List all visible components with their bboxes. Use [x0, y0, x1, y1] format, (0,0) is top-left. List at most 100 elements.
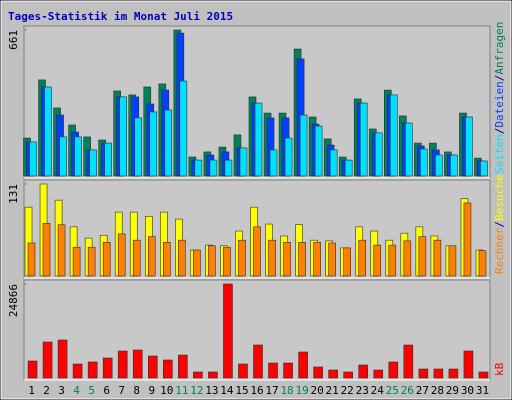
- bar: [405, 122, 413, 177]
- bar: [87, 361, 98, 379]
- y-tick-label: 661: [7, 30, 20, 50]
- x-tick-label: 20: [311, 384, 324, 397]
- x-tick-label: 18: [280, 384, 293, 397]
- x-tick-label: 3: [58, 384, 65, 397]
- legend: kB: [493, 362, 506, 376]
- bar: [448, 368, 459, 379]
- bar: [298, 351, 308, 379]
- bar: [433, 368, 444, 379]
- bar: [465, 116, 473, 177]
- x-tick-label: 30: [461, 384, 474, 397]
- bar: [329, 149, 338, 177]
- bar: [374, 132, 383, 177]
- bar: [72, 363, 83, 379]
- y-tick-label: 24866: [7, 284, 20, 317]
- bar: [373, 369, 384, 379]
- bar: [403, 344, 414, 379]
- bar: [450, 154, 458, 177]
- bar: [102, 357, 113, 379]
- bar: [418, 368, 429, 379]
- legend-separator: /: [493, 128, 506, 135]
- bar: [193, 249, 201, 277]
- bar: [283, 241, 291, 277]
- bar: [194, 159, 203, 177]
- bar: [298, 241, 306, 277]
- legend-entry: Anfragen: [493, 22, 506, 75]
- bar: [269, 149, 278, 177]
- x-tick-label: 25: [386, 384, 399, 397]
- x-tick-label: 29: [446, 384, 459, 397]
- bar: [253, 344, 263, 379]
- bar: [344, 159, 353, 177]
- bar: [418, 236, 427, 277]
- bar: [178, 239, 186, 277]
- x-tick-label: 5: [88, 384, 95, 397]
- x-tick-label: 9: [148, 384, 155, 397]
- x-tick-label: 12: [190, 384, 203, 397]
- bar: [44, 86, 52, 177]
- legend-separator: /: [493, 75, 506, 82]
- x-tick-label: 2: [43, 384, 50, 397]
- bar: [57, 224, 66, 277]
- bar: [373, 244, 382, 277]
- x-tick-label: 14: [220, 384, 234, 397]
- bar: [119, 96, 128, 177]
- bar: [268, 239, 276, 277]
- x-tick-label: 21: [326, 384, 339, 397]
- legend: Seiten/Dateien/Anfragen: [493, 22, 506, 174]
- y-tick-label: 131: [7, 184, 20, 204]
- bar: [403, 240, 412, 277]
- x-tick-label: 31: [476, 384, 489, 397]
- bar: [104, 142, 112, 177]
- bar: [117, 350, 128, 379]
- bar: [164, 109, 173, 177]
- bar: [388, 244, 397, 277]
- bar: [343, 247, 351, 277]
- bar: [132, 239, 141, 277]
- x-tick-label: 11: [175, 384, 188, 397]
- bar: [283, 362, 293, 379]
- bar: [314, 125, 323, 177]
- x-tick-label: 8: [133, 384, 140, 397]
- bar: [134, 117, 143, 177]
- bar: [57, 339, 68, 379]
- bar: [132, 349, 143, 379]
- bar: [42, 223, 51, 277]
- x-tick-label: 17: [265, 384, 278, 397]
- bar: [253, 226, 261, 277]
- bar: [313, 241, 321, 277]
- bar: [313, 366, 323, 379]
- bar: [268, 362, 278, 379]
- bar: [224, 159, 233, 177]
- bar: [359, 102, 368, 177]
- x-tick-label: 26: [401, 384, 414, 397]
- legend-separator: /: [493, 221, 506, 228]
- x-tick-label: 22: [341, 384, 354, 397]
- bar: [193, 371, 203, 379]
- x-tick-label: 23: [356, 384, 369, 397]
- bar: [149, 111, 158, 177]
- x-tick-label: 19: [295, 384, 308, 397]
- bar: [59, 136, 67, 177]
- x-tick-label: 10: [160, 384, 173, 397]
- bar: [420, 148, 428, 177]
- bar: [208, 245, 216, 277]
- bar: [358, 239, 367, 277]
- bar: [238, 239, 246, 277]
- bar: [328, 369, 338, 379]
- bar: [299, 114, 308, 177]
- bar: [179, 80, 188, 177]
- bar: [239, 147, 248, 177]
- bar: [223, 246, 231, 277]
- bar: [433, 239, 442, 277]
- legend: Rechner/Besuche: [493, 175, 506, 274]
- bar: [238, 363, 248, 379]
- bar: [117, 233, 126, 277]
- x-tick-label: 28: [431, 384, 444, 397]
- bar: [478, 250, 487, 277]
- bar: [74, 136, 82, 177]
- bar: [27, 360, 38, 379]
- bar: [480, 160, 488, 177]
